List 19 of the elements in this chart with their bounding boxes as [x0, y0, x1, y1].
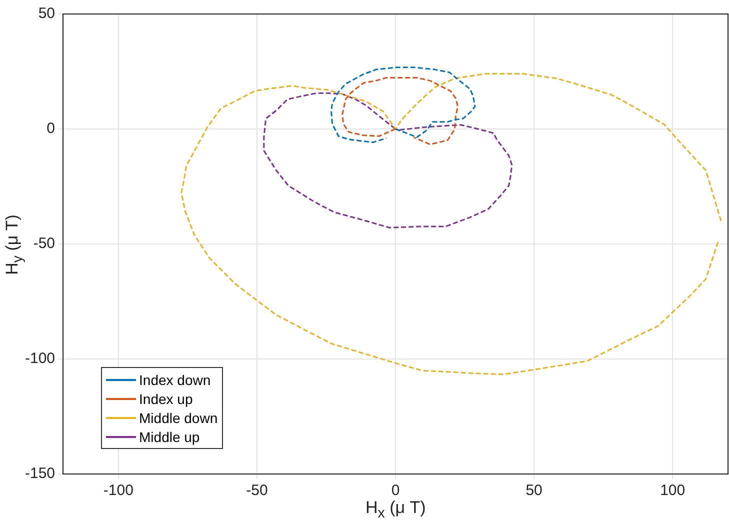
legend-label: Middle up: [139, 428, 200, 444]
line-series: [342, 76, 459, 146]
x-tick-label: 100: [660, 482, 686, 500]
legend-label: Index up: [139, 390, 193, 406]
y-tick-label: 0: [46, 120, 56, 138]
y-tick-label: -50: [33, 235, 56, 252]
x-tick-label: 50: [526, 482, 542, 500]
y-tick-label: -150: [24, 465, 56, 482]
legend-label: Middle down: [139, 410, 218, 426]
line-series: [263, 92, 513, 228]
x-axis-title: H$_{x}$ (μ T): [366, 498, 426, 522]
y-tick-label: 50: [38, 5, 56, 22]
x-tick-label: 0: [391, 482, 400, 500]
x-tick-label: -50: [246, 482, 268, 500]
line-series: [330, 66, 476, 144]
legend-label: Index down: [139, 372, 211, 388]
x-tick-label: -100: [103, 482, 134, 500]
line-series: [180, 73, 722, 376]
y-tick-label: -100: [24, 350, 56, 368]
